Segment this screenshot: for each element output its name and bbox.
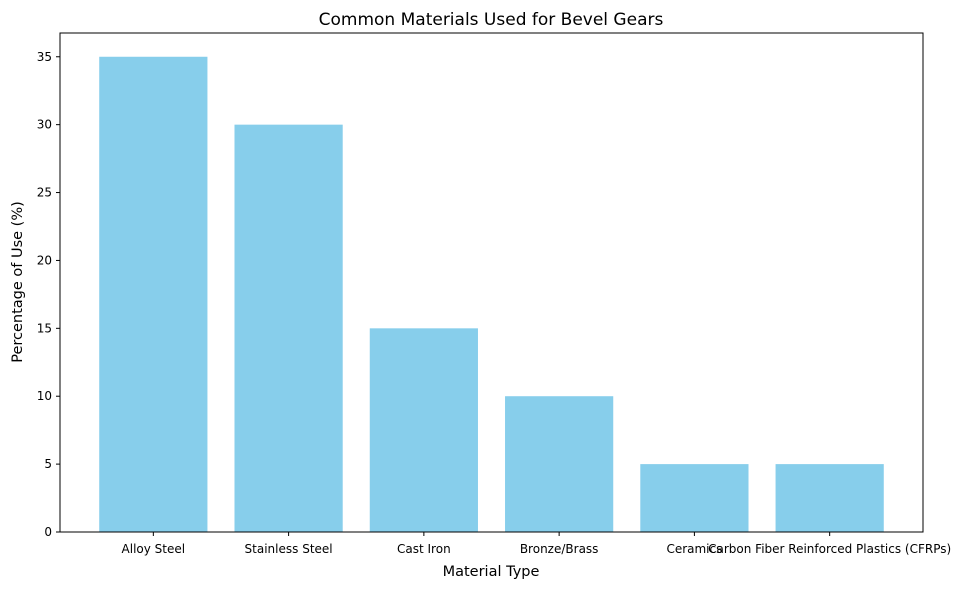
y-tick-label: 25: [37, 186, 52, 200]
bar: [369, 328, 478, 532]
x-axis-label: Material Type: [443, 564, 540, 580]
bar: [505, 396, 614, 532]
y-tick-label: 15: [37, 321, 52, 335]
bar: [775, 464, 884, 532]
bar: [234, 124, 343, 532]
x-tick-label: Bronze/Brass: [520, 542, 599, 556]
y-tick-label: 5: [44, 457, 52, 471]
plot-frame: [59, 32, 924, 533]
y-tick-label: 20: [37, 253, 52, 267]
y-tick-label: 35: [37, 50, 52, 64]
y-tick-label: 30: [37, 118, 52, 132]
y-tick-label: 10: [37, 389, 52, 403]
x-tick-label: Alloy Steel: [122, 542, 186, 556]
x-tick-label: Cast Iron: [397, 542, 451, 556]
chart-title: Common Materials Used for Bevel Gears: [319, 10, 664, 30]
x-tick-label: Ceramics: [666, 542, 722, 556]
x-tick-label: Carbon Fiber Reinforced Plastics (CFRPs): [708, 542, 951, 556]
x-tick-label: Stainless Steel: [245, 542, 333, 556]
y-axis-label: Percentage of Use (%): [10, 201, 26, 363]
y-tick-label: 0: [44, 525, 52, 539]
bar: [99, 56, 208, 533]
bar: [640, 464, 749, 532]
